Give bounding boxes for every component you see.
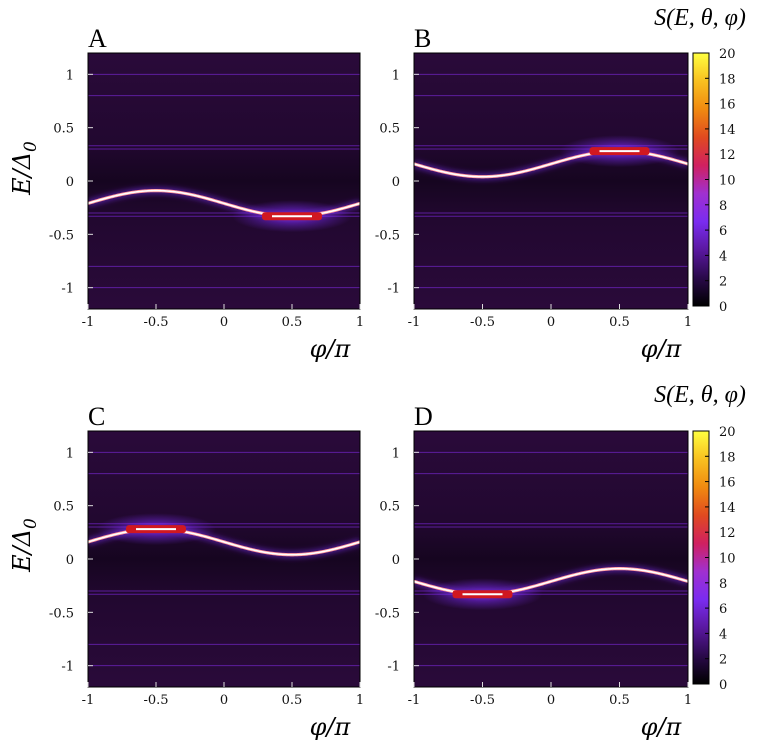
panel-label: C [88,402,105,431]
y-tick-label: -0.5 [49,606,74,621]
x-tick-label: -0.5 [470,693,495,708]
panel-b: -1 -0.5 0 0.5 1 1 0.5 0 -0.5 -1 Bφ/π [375,24,692,363]
x-tick-label: 0.5 [609,315,630,330]
x-axis-label: φ/π [641,713,683,741]
colorbar-tick-label: 2 [719,275,727,290]
ylabel-top: E/Δ0 [8,141,41,196]
y-tick-label: 0 [392,553,400,568]
x-tick-label: 1 [684,315,692,330]
colorbar-tick-label: 4 [719,249,727,264]
colorbar-tick-label: 0 [719,300,727,315]
heatmap-background [88,53,360,309]
colorbar-tick-label: 14 [719,123,736,138]
x-tick-label: -1 [408,693,421,708]
colorbar-tick-label: 10 [719,174,736,189]
colorbar-tick-label: 2 [719,653,727,668]
panel-label: D [414,402,433,431]
x-tick-label: 0 [547,693,555,708]
x-tick-label: 0 [220,693,228,708]
x-tick-label: 1 [356,693,364,708]
heatmap-background [88,431,360,687]
y-tick-label: -0.5 [375,228,400,243]
y-tick-label: 0.5 [53,122,74,137]
ylabel-sub-bottom: 0 [21,518,41,529]
x-axis-label: φ/π [310,335,352,363]
colorbar-tick-label: 16 [719,476,736,491]
x-axis-label: φ/π [641,335,683,363]
colorbar-tick-label: 16 [719,98,736,113]
colorbar-tick-label: 4 [719,627,727,642]
ylabel-main-top: E/Δ [8,152,36,196]
y-tick-label: 0.5 [379,500,400,515]
y-tick-label: 1 [66,446,74,461]
x-tick-label: 0.5 [609,693,630,708]
colorbar-tick-label: 10 [719,552,736,567]
y-tick-label: 0.5 [53,500,74,515]
y-tick-label: 1 [66,68,74,83]
colorbar-tick-label: 12 [719,148,736,163]
ylabel-main-bottom: E/Δ [8,529,36,573]
y-tick-label: -1 [61,282,74,297]
x-tick-label: 0.5 [282,693,303,708]
colorbar-tick-label: 6 [719,224,727,239]
ylabel-bottom: E/Δ0 [8,518,41,573]
colorbar-tick-label: 18 [719,72,736,87]
x-tick-label: 0 [547,315,555,330]
x-tick-label: -0.5 [143,315,168,330]
x-tick-label: -1 [82,315,95,330]
colorbar-tick-label: 12 [719,526,736,541]
x-tick-label: -1 [408,315,421,330]
x-axis-label: φ/π [310,713,352,741]
y-tick-label: 1 [392,68,400,83]
y-tick-label: 0.5 [379,122,400,137]
panel-label: A [88,24,107,53]
colorbar-tick-label: 8 [719,577,727,592]
x-tick-label: -1 [82,693,95,708]
x-tick-label: 0.5 [282,315,303,330]
x-tick-label: 0 [220,315,228,330]
colorbar-tick-label: 6 [719,602,727,617]
y-tick-label: 0 [392,175,400,190]
x-tick-label: -0.5 [143,693,168,708]
colorbar-tick-label: 8 [719,199,727,214]
y-tick-label: 1 [392,446,400,461]
svg-text:E/Δ0: E/Δ0 [8,518,41,573]
x-tick-label: 1 [356,315,364,330]
colorbar-tick-label: 18 [719,450,736,465]
colorbar-tick-label: 14 [719,501,736,516]
y-tick-label: -1 [61,660,74,675]
panel-d: -1 -0.5 0 0.5 1 1 0.5 0 -0.5 -1 Dφ/π [375,402,692,741]
colorbar-title-bottom: S(E, θ, φ) [654,382,746,408]
y-tick-label: -0.5 [375,606,400,621]
colorbar-tick-label: 0 [719,678,727,693]
heatmap-background [414,431,688,687]
heatmap-background [414,53,688,309]
y-tick-label: 0 [66,175,74,190]
colorbar-tick-label: 20 [719,425,736,440]
panel-a: -1 -0.5 0 0.5 1 1 0.5 0 -0.5 -1 Aφ/π [49,24,364,363]
y-tick-label: -0.5 [49,228,74,243]
panel-label: B [414,24,431,53]
colorbar-tick-label: 20 [719,47,736,62]
svg-text:E/Δ0: E/Δ0 [8,141,41,196]
panel-c: -1 -0.5 0 0.5 1 1 0.5 0 -0.5 -1 Cφ/π [49,402,364,741]
x-tick-label: 1 [684,693,692,708]
x-tick-label: -0.5 [470,315,495,330]
y-tick-label: 0 [66,553,74,568]
colorbar-title-top: S(E, θ, φ) [654,5,746,31]
ylabel-sub-top: 0 [21,141,41,152]
y-tick-label: -1 [387,660,400,675]
y-tick-label: -1 [387,282,400,297]
